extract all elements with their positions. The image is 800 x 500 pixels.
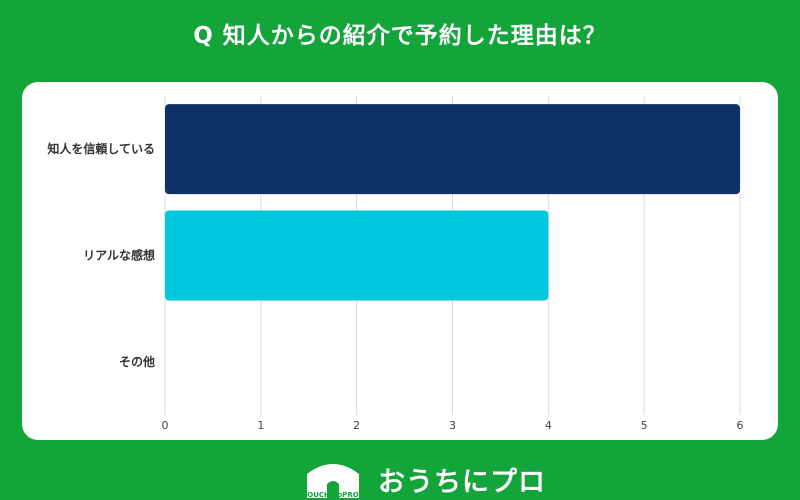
category-label: リアルな感想: [83, 248, 155, 263]
bars: [165, 104, 740, 301]
x-tick-label: 6: [737, 419, 744, 432]
brand-name: おうちにプロ: [378, 467, 546, 498]
bar: [165, 210, 549, 301]
chart-title: Q 知人からの紹介で予約した理由は？: [193, 23, 607, 49]
x-tick-label: 1: [257, 419, 264, 432]
x-tick-labels: 0 1 2 3 4 5 6: [162, 419, 744, 432]
x-tick-label: 4: [545, 419, 552, 432]
x-tick-label: 3: [449, 419, 456, 432]
chart-card: 知人を信頼しているリアルな感想その他 0 1 2 3 4 5 6: [22, 82, 778, 440]
x-tick-label: 0: [162, 419, 169, 432]
x-tick-label: 5: [641, 419, 648, 432]
x-tick-label: 2: [353, 419, 360, 432]
category-label: 知人を信頼している: [46, 141, 155, 156]
category-label: その他: [119, 354, 155, 369]
house-logo-icon: OUCHInoPRO: [307, 464, 359, 499]
footer: OUCHInoPRO おうちにプロ: [0, 452, 800, 500]
logo-text: OUCHInoPRO: [307, 491, 359, 499]
bar: [165, 104, 740, 195]
